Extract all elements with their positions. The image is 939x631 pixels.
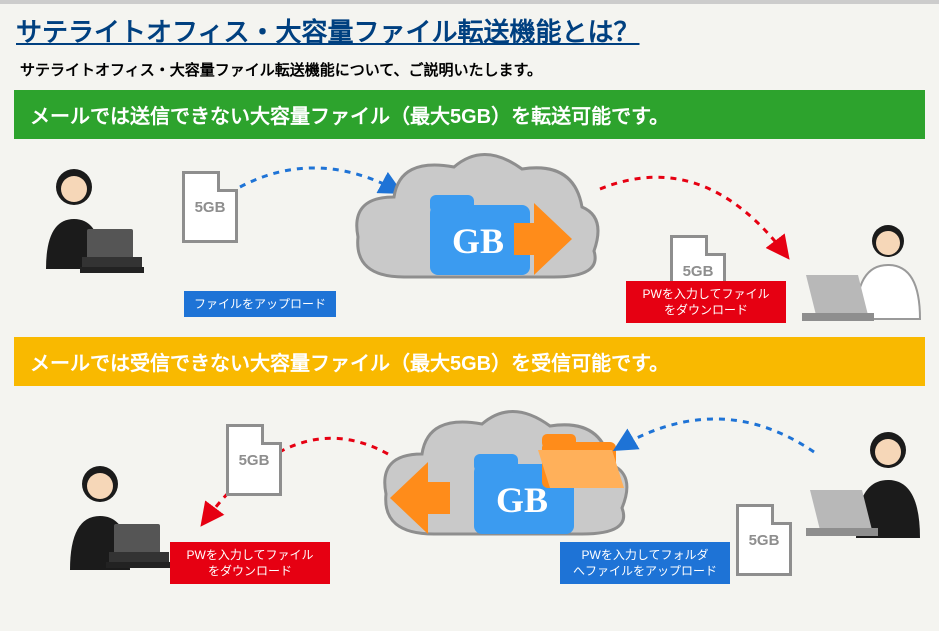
file-doc-right-2: 5GB bbox=[736, 504, 792, 576]
caption-download-left: PWを入力してファイル をダウンロード bbox=[170, 542, 330, 584]
file-label: 5GB bbox=[239, 452, 270, 469]
receiver-person-icon bbox=[798, 219, 928, 329]
diagram-send: 5GB GB 5GB bbox=[14, 141, 925, 331]
diagram-recv: 5GB GB 5GB bbox=[14, 388, 925, 578]
file-label: 5GB bbox=[195, 199, 226, 216]
dashed-arrow-upload-right bbox=[610, 402, 820, 482]
svg-text:GB: GB bbox=[452, 221, 504, 261]
file-label: 5GB bbox=[683, 263, 714, 280]
caption-download: PWを入力してファイル をダウンロード bbox=[626, 281, 786, 323]
cloud-icon: GB bbox=[344, 147, 604, 307]
svg-text:GB: GB bbox=[496, 480, 548, 520]
file-label: 5GB bbox=[749, 532, 780, 549]
caption-upload-right: PWを入力してフォルダ へファイルをアップロード bbox=[560, 542, 730, 584]
cloud-icon-2: GB bbox=[364, 400, 644, 560]
receiver-left-person-icon bbox=[54, 458, 184, 578]
file-doc-left-2: 5GB bbox=[226, 424, 282, 496]
sender-person-icon bbox=[32, 159, 152, 279]
page-title: サテライトオフィス・大容量ファイル転送機能とは？ bbox=[16, 12, 925, 49]
banner-recv: メールでは受信できない大容量ファイル（最大5GB）を受信可能です。 bbox=[14, 337, 925, 386]
banner-send: メールでは送信できない大容量ファイル（最大5GB）を転送可能です。 bbox=[14, 90, 925, 139]
file-doc-left: 5GB bbox=[182, 171, 238, 243]
page-subtitle: サテライトオフィス・大容量ファイル転送機能について、ご説明いたします。 bbox=[20, 59, 925, 80]
sender-right-person-icon bbox=[804, 424, 934, 544]
caption-upload: ファイルをアップロード bbox=[184, 291, 336, 317]
